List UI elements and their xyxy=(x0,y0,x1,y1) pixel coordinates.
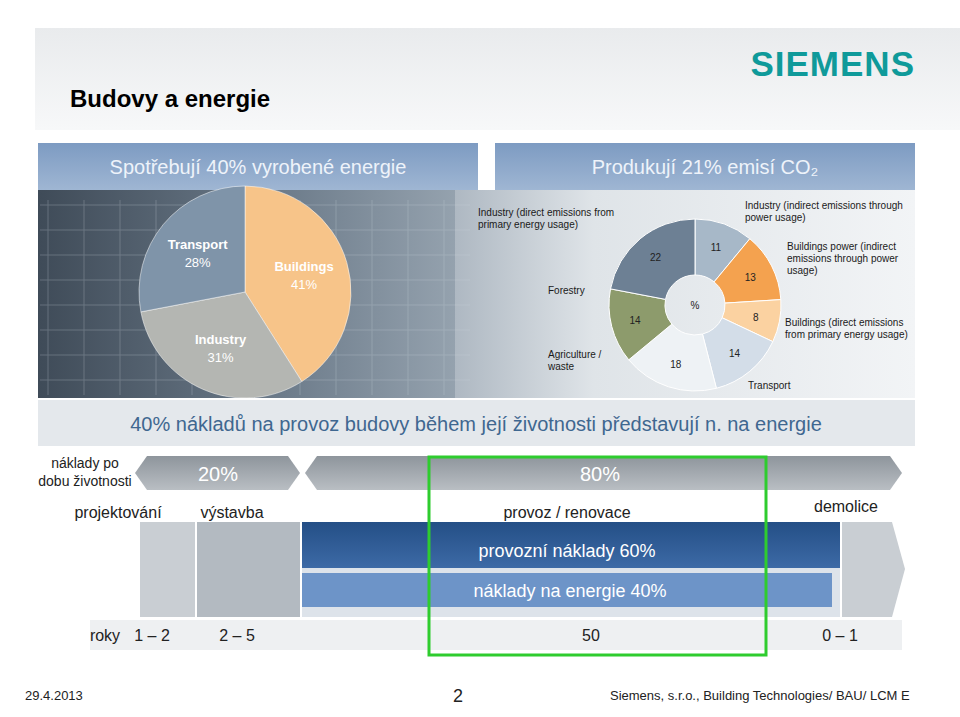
share-arrow xyxy=(135,456,300,490)
pie-labels: Buildings 41% Industry 31% Transport 28% xyxy=(168,237,334,366)
pie xyxy=(139,186,351,398)
tab-left xyxy=(38,143,478,190)
cost-bar xyxy=(302,522,840,568)
label-line: Transport xyxy=(748,380,791,391)
label-line: Agriculture / xyxy=(548,349,602,360)
footer-company: Siemens, s.r.o., Building Technologies/ … xyxy=(610,688,910,703)
category-label: Buildings (direct emissionsfrom primary … xyxy=(785,317,908,340)
category-label: Buildings power (indirectemissions throu… xyxy=(787,241,899,276)
label-line: power usage) xyxy=(745,212,806,223)
bar-label: náklady na energie 40% xyxy=(473,581,666,601)
pie-slice xyxy=(139,186,245,312)
data-label: 22 xyxy=(650,252,662,263)
chart-title: Spotřebují 40% vyrobené energie xyxy=(110,156,407,178)
center-label: % xyxy=(691,300,700,311)
label-line: náklady po xyxy=(51,455,119,471)
data-label: 14 xyxy=(629,315,641,326)
slice-name: Buildings xyxy=(274,259,333,274)
highlight-frame xyxy=(429,457,766,655)
slide-title: Budovy a energie xyxy=(70,85,270,112)
photo-right xyxy=(455,190,915,398)
phase-label: demolice xyxy=(814,498,878,515)
share-arrow xyxy=(305,456,902,490)
bar-label: provozní náklady 60% xyxy=(478,541,655,561)
label-line: waste xyxy=(547,361,575,372)
window-line xyxy=(48,200,49,395)
donut xyxy=(609,219,781,391)
donut-slice xyxy=(714,239,781,303)
donut-slice xyxy=(611,219,695,299)
slide: Budovy a energie SIEMENS Spotřebují 40% vy… xyxy=(0,0,960,717)
share-label: 80% xyxy=(580,463,620,485)
label-line: usage) xyxy=(787,265,818,276)
row-label: náklady po dobu životnosti xyxy=(38,455,131,489)
logo: SIEMENS xyxy=(750,44,915,83)
data-label: 31% xyxy=(208,350,234,365)
label-line: dobu životnosti xyxy=(38,473,131,489)
label-line: Buildings power (indirect xyxy=(787,241,896,252)
years-value: 1 – 2 xyxy=(134,627,170,644)
chart-title: Produkují 21% emisí CO₂ xyxy=(592,156,819,178)
pie-slice xyxy=(141,292,302,398)
category-label: Transport xyxy=(748,380,791,391)
phase-label: provoz / renovace xyxy=(503,504,630,521)
category-label: Forestry xyxy=(548,285,585,296)
data-label: 8 xyxy=(753,312,759,323)
data-label: 13 xyxy=(745,272,757,283)
phase-column xyxy=(140,522,195,617)
tab-right xyxy=(495,143,915,190)
window-line xyxy=(444,200,445,395)
label-line: primary energy usage) xyxy=(478,219,578,230)
window-line xyxy=(372,200,373,395)
category-label: Industry (direct emissions fromprimary e… xyxy=(478,207,614,230)
phase-column xyxy=(197,522,300,617)
slice-name: Industry xyxy=(195,332,247,347)
window-line xyxy=(120,200,121,395)
category-label: Agriculture /waste xyxy=(547,349,602,372)
data-label: 41% xyxy=(291,277,317,292)
donut-slice xyxy=(609,289,672,360)
data-label: 14 xyxy=(729,348,741,359)
phase-label: výstavba xyxy=(200,504,263,521)
window-line xyxy=(84,200,85,395)
category-label: Industry (indirect emissions throughpowe… xyxy=(745,200,903,223)
phase-column xyxy=(842,522,905,617)
header-band xyxy=(35,28,960,130)
years-value: 0 – 1 xyxy=(822,627,858,644)
phase-column xyxy=(302,522,840,617)
footer-page: 2 xyxy=(453,686,463,706)
donut-category-labels: Industry (indirect emissions throughpowe… xyxy=(478,200,908,391)
data-label: 11 xyxy=(711,242,722,253)
cost-bar xyxy=(302,573,832,607)
label-line: from primary energy usage) xyxy=(785,329,908,340)
years-label: roky xyxy=(90,627,120,644)
label-line: Buildings (direct emissions xyxy=(785,317,903,328)
footer-date: 29.4.2013 xyxy=(25,688,83,703)
share-label: 20% xyxy=(198,463,238,485)
slice-name: Transport xyxy=(168,237,229,252)
label-line: Forestry xyxy=(548,285,585,296)
headline: 40% nákladů na provoz budovy během její … xyxy=(130,413,822,435)
label-line: Industry (indirect emissions through xyxy=(745,200,903,211)
phase-label: projektování xyxy=(74,504,162,521)
data-label: 18 xyxy=(670,359,682,370)
window-line xyxy=(408,200,409,395)
years-value: 2 – 5 xyxy=(219,627,255,644)
label-line: emissions through power xyxy=(787,253,899,264)
years-value: 50 xyxy=(582,627,600,644)
donut-values: 11 13 8 14 18 14 22% xyxy=(629,242,759,370)
headline-band xyxy=(38,400,915,446)
data-label: 28% xyxy=(185,255,211,270)
years-band xyxy=(90,620,902,650)
label-line: Industry (direct emissions from xyxy=(478,207,614,218)
